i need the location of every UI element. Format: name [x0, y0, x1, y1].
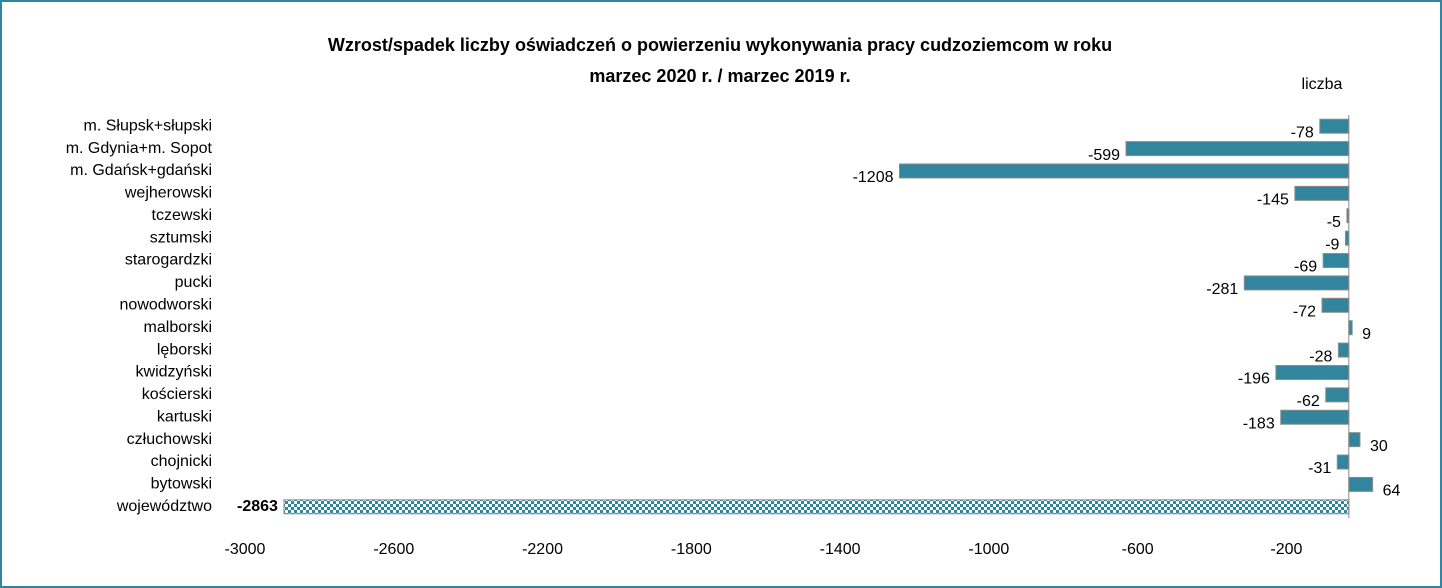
- x-tick-label: -2600: [373, 541, 414, 558]
- value-label: -28: [1309, 348, 1332, 365]
- x-tick-label: -3000: [225, 541, 266, 558]
- x-tick-label: -1400: [820, 541, 861, 558]
- value-label: -196: [1238, 371, 1270, 388]
- y-tick-label: chojnicki: [151, 453, 212, 470]
- y-tick-label: bytowski: [151, 476, 212, 493]
- y-tick-label: tczewski: [152, 207, 212, 224]
- value-label: -5: [1327, 214, 1341, 231]
- value-label: -72: [1293, 304, 1316, 321]
- y-tick-label: nowodworski: [120, 297, 212, 314]
- value-label: -145: [1257, 192, 1289, 209]
- chart-title: marzec 2020 r. / marzec 2019 r.: [589, 66, 850, 86]
- y-tick-label: m. Gdańsk+gdański: [70, 162, 212, 179]
- bar: [1280, 409, 1350, 425]
- bar: [1348, 320, 1353, 336]
- y-tick-label: wejherowski: [124, 185, 212, 202]
- bar: [1319, 118, 1350, 134]
- y-tick-label: starogardzki: [125, 252, 212, 269]
- value-label: -599: [1088, 147, 1120, 164]
- bar: [1348, 432, 1361, 448]
- bar: [1336, 454, 1350, 470]
- y-tick-label: człuchowski: [127, 431, 212, 448]
- y-tick-label: kwidzyński: [136, 364, 212, 381]
- value-label: -2863: [237, 498, 278, 515]
- bar: [1321, 297, 1350, 313]
- x-tick-label: -2200: [522, 541, 563, 558]
- bar: [1325, 387, 1350, 403]
- bar: [1294, 185, 1350, 201]
- value-label: -281: [1206, 281, 1238, 298]
- bar: [1344, 230, 1350, 246]
- y-tick-label: pucki: [175, 274, 212, 291]
- chart-title: Wzrost/spadek liczby oświadczeń o powier…: [328, 35, 1112, 55]
- value-label: -183: [1243, 415, 1275, 432]
- value-label: -62: [1297, 393, 1320, 410]
- value-label: 64: [1383, 483, 1401, 500]
- y-tick-label: kartuski: [157, 408, 212, 425]
- y-tick-label: województwo: [116, 498, 212, 515]
- bar: [283, 499, 1350, 515]
- value-label: -69: [1294, 259, 1317, 276]
- value-label: 30: [1370, 438, 1388, 455]
- bar: [1275, 364, 1350, 380]
- unit-label: liczba: [1302, 76, 1343, 93]
- bar: [1243, 275, 1350, 291]
- bar: [899, 163, 1350, 179]
- bar: [1348, 476, 1374, 492]
- y-tick-label: sztumski: [150, 229, 212, 246]
- value-label: -9: [1325, 236, 1339, 253]
- x-tick-label: -600: [1122, 541, 1154, 558]
- y-tick-label: malborski: [144, 319, 212, 336]
- y-tick-label: lęborski: [157, 341, 212, 358]
- y-tick-label: kościerski: [142, 386, 212, 403]
- bar: [1125, 141, 1350, 157]
- value-label: -1208: [853, 169, 894, 186]
- x-tick-label: -1800: [671, 541, 712, 558]
- bar: [1322, 253, 1350, 269]
- x-tick-label: -1000: [968, 541, 1009, 558]
- value-label: -78: [1291, 124, 1314, 141]
- y-tick-label: m. Słupsk+słupski: [84, 117, 213, 134]
- value-label: 9: [1362, 326, 1371, 343]
- x-tick-label: -200: [1270, 541, 1302, 558]
- bar: [1337, 342, 1350, 358]
- value-label: -31: [1308, 460, 1331, 477]
- y-tick-label: m. Gdynia+m. Sopot: [66, 140, 213, 157]
